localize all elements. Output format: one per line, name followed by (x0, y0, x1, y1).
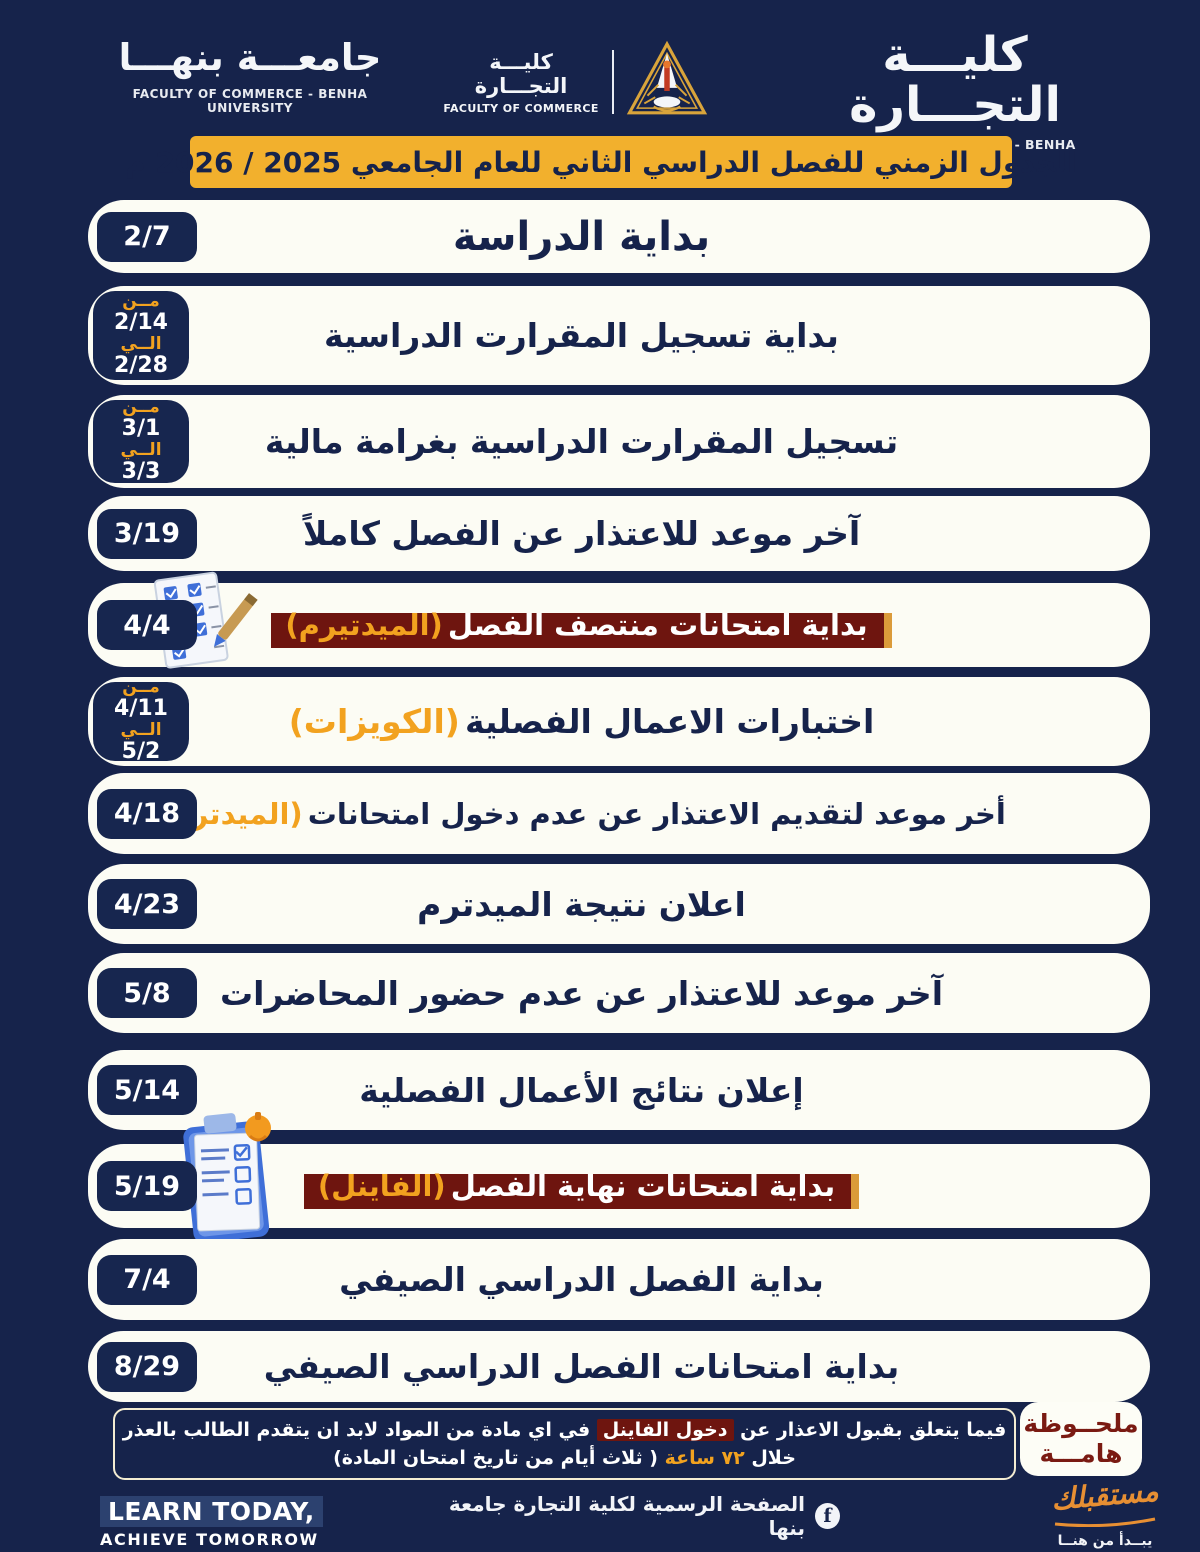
header-divider (612, 50, 614, 114)
schedule-row-semester-withdrawal-deadline: آخر موعد للاعتذار عن الفصل كاملاً 3/19 (88, 496, 1150, 571)
from-label: مــن (122, 291, 160, 312)
row-label: آخر موعد للاعتذار عن الفصل كاملاً (302, 514, 861, 553)
to-date: 2/28 (114, 352, 168, 378)
future-script-text: مستقبلك (1049, 1473, 1161, 1517)
note-highlight: دخول الفاينل (596, 1418, 734, 1441)
schedule-row-midterm-results: اعلان نتيجة الميدترم 4/23 (88, 864, 1150, 944)
row-label: اعلان نتيجة الميدترم (417, 884, 746, 924)
row-label-accent: (الميدتيرم) (285, 608, 443, 642)
from-date: 4/11 (114, 696, 168, 722)
future-sub-text: يبــدأ من هنــا (1057, 1533, 1153, 1549)
note-accent: ٧٢ ساعة (664, 1447, 745, 1469)
schedule-row-summer-semester-start: بداية الفصل الدراسي الصيفي 7/4 (88, 1239, 1150, 1320)
date-badge: 5/8 (97, 968, 197, 1018)
row-label-accent: (الفاينل) (317, 1169, 446, 1203)
to-label: الــي (120, 439, 162, 460)
faculty-logo-block: كليـــة التجـــارة FACULTY OF COMMERCE (440, 40, 710, 124)
schedule-row-midterm-excuse-deadline: أخر موعد لتقديم الاعتذار عن عدم دخول امت… (88, 773, 1150, 854)
date-badge: 5/14 (97, 1065, 197, 1115)
to-label: الــي (120, 719, 162, 740)
motto-line2: ACHIEVE TOMORROW (100, 1530, 319, 1549)
row-label: إعلان نتائج الأعمال الفصلية (359, 1070, 804, 1110)
schedule-row-attendance-excuse-deadline: آخر موعد للاعتذار عن عدم حضور المحاضرات … (88, 953, 1150, 1033)
schedule-row-final-exams: بداية امتحانات نهاية الفصل (الفاينل) 5/1… (88, 1112, 1150, 1243)
important-note-badge: ملحــوظة هامـــة (1020, 1402, 1142, 1476)
row-label: اختبارات الاعمال الفصلية (464, 702, 875, 741)
schedule-row-study-start: بداية الدراسة 2/7 (88, 200, 1150, 273)
date-badge: 4/23 (97, 879, 197, 929)
date-range-badge: مــن 3/1 الــي 3/3 (93, 397, 189, 484)
row-label: بداية الدراسة (452, 213, 711, 260)
note-text: خلال (744, 1447, 796, 1469)
row-label: بداية الفصل الدراسي الصيفي (339, 1260, 824, 1299)
schedule-title-banner: الجدول الزمني للفصل الدراسي الثاني للعام… (125, 136, 1077, 188)
to-date: 3/3 (121, 458, 161, 484)
note-badge-line1: ملحــوظة (1023, 1409, 1139, 1438)
motto-block: LEARN TODAY, ACHIEVE TOMORROW (100, 1496, 323, 1549)
to-date: 5/2 (121, 738, 161, 764)
date-range-badge: مــن 4/11 الــي 5/2 (93, 677, 189, 764)
schedule-row-quizzes: اختبارات الاعمال الفصلية (الكويزات) مــن… (88, 677, 1150, 766)
row-label: أخر موعد لتقديم الاعتذار عن عدم دخول امت… (307, 796, 1006, 831)
benha-university-subtitle: FACULTY OF COMMERCE - BENHA UNIVERSITY (132, 86, 368, 115)
faculty-commerce-title: كليـــة التجـــارة (849, 27, 1061, 134)
schedule-row-late-registration: تسجيل المقرارت الدراسية بغرامة مالية مــ… (88, 395, 1150, 488)
final-highlight-bar: بداية امتحانات نهاية الفصل (الفاينل) (303, 1169, 860, 1209)
schedule-row-summer-exams-start: بداية امتحانات الفصل الدراسي الصيفي 8/29 (88, 1331, 1150, 1402)
faculty-title-small: كليـــة التجـــارة (474, 49, 568, 98)
date-badge: 3/19 (97, 508, 197, 559)
date-badge: 7/4 (97, 1254, 197, 1305)
note-text: فيما يتعلق بقبول الاعذار عن (733, 1418, 1007, 1441)
schedule-row-coursework-results: إعلان نتائج الأعمال الفصلية 5/14 (88, 1050, 1150, 1130)
from-date: 3/1 (121, 416, 161, 442)
note-text: في اي مادة من المواد لابد ان يتقدم الطال… (122, 1418, 597, 1441)
facebook-icon[interactable]: f (814, 1503, 840, 1529)
date-badge: 4/4 (97, 600, 197, 650)
date-badge: 8/29 (97, 1341, 197, 1392)
from-label: مــن (122, 397, 160, 418)
row-label: آخر موعد للاعتذار عن عدم حضور المحاضرات (219, 973, 944, 1013)
benha-university-title: جامعـــة بنهـــا (118, 36, 382, 79)
benha-university-emblem-icon (624, 40, 710, 124)
date-badge: 2/7 (97, 211, 197, 262)
important-note-box: فيما يتعلق بقبول الاعذار عن دخول الفاينل… (113, 1408, 1016, 1480)
date-badge: 5/19 (97, 1161, 197, 1211)
note-line-1: فيما يتعلق بقبول الاعذار عن دخول الفاينل… (122, 1416, 1007, 1445)
future-slogan-block: مستقبلك يبــدأ من هنــا (1040, 1473, 1170, 1549)
midterm-highlight-bar: بداية امتحانات منتصف الفصل (الميدتيرم) (271, 608, 892, 648)
from-label: مــن (122, 677, 160, 698)
note-badge-line2: هامـــة (1039, 1439, 1123, 1468)
motto-line1: LEARN TODAY, (100, 1496, 323, 1527)
benha-university-block: جامعـــة بنهـــا FACULTY OF COMMERCE - B… (95, 36, 405, 115)
date-badge: 4/18 (97, 788, 197, 839)
facebook-page-text[interactable]: الصفحة الرسمية لكلية التجارة جامعة بنها (448, 1492, 805, 1540)
schedule-row-midterm-exams: بداية امتحانات منتصف الفصل (الميدتيرم) 4… (88, 571, 1150, 669)
from-date: 2/14 (114, 310, 168, 336)
schedule-row-course-registration: بداية تسجيل المقرارت الدراسية مــن 2/14 … (88, 286, 1150, 385)
note-line-2: خلال ٧٢ ساعة ( ثلاث أيام من تاريخ امتحان… (333, 1444, 796, 1473)
row-label: بداية امتحانات منتصف الفصل (447, 608, 868, 642)
date-range-badge: مــن 2/14 الــي 2/28 (93, 291, 189, 380)
note-text: ( ثلاث أيام من تاريخ امتحان المادة) (333, 1447, 665, 1469)
row-label: بداية امتحانات نهاية الفصل (450, 1169, 836, 1203)
facebook-page-link[interactable]: f الصفحة الرسمية لكلية التجارة جامعة بنه… (420, 1492, 840, 1540)
row-label-accent: (الكويزات) (288, 702, 460, 741)
row-label: بداية امتحانات الفصل الدراسي الصيفي (263, 1347, 900, 1386)
row-label: تسجيل المقرارت الدراسية بغرامة مالية (264, 422, 899, 461)
script-underline-swoosh (1054, 1517, 1156, 1528)
to-label: الــي (120, 333, 162, 354)
faculty-subtitle-small: FACULTY OF COMMERCE (443, 101, 599, 115)
row-label: بداية تسجيل المقرارت الدراسية (324, 316, 839, 355)
